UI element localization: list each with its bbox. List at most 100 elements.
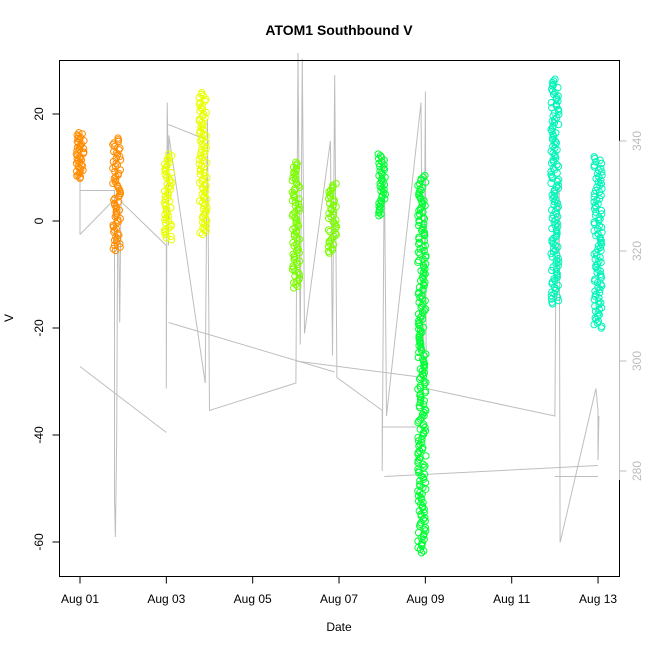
data-point (111, 142, 119, 151)
data-point (547, 99, 555, 107)
data-point (593, 169, 602, 178)
cluster-1-1 (195, 88, 211, 239)
data-point (591, 275, 599, 283)
plot-frame (59, 60, 620, 577)
data-point (421, 517, 429, 525)
data-point (329, 201, 337, 209)
data-point (419, 460, 427, 468)
data-point (332, 179, 340, 188)
data-point (414, 492, 423, 500)
data-point (421, 171, 429, 180)
y2-tick-label: 300 (630, 351, 644, 371)
data-point (553, 182, 561, 191)
y2-tick-label: 280 (630, 461, 644, 481)
data-point (288, 265, 297, 274)
data-point (199, 125, 207, 134)
cluster-2-1 (324, 179, 341, 257)
data-point (416, 330, 424, 338)
data-point (109, 141, 117, 149)
data-point (590, 295, 598, 304)
secondary-series-link (168, 322, 335, 373)
data-point (596, 181, 604, 190)
data-point (553, 177, 562, 186)
data-point (590, 193, 598, 201)
y-tick-label: 20 (32, 107, 46, 121)
secondary-series (79, 52, 600, 543)
data-point (420, 508, 428, 517)
data-point (421, 462, 429, 470)
y2-tick-label: 340 (630, 131, 644, 151)
data-point (112, 238, 121, 246)
data-point (293, 160, 301, 168)
x-tick-label: Aug 03 (147, 592, 185, 606)
data-point (326, 227, 334, 236)
data-point (167, 236, 176, 244)
data-point (590, 153, 598, 161)
data-point (592, 158, 600, 166)
data-point (114, 169, 123, 178)
chart-title: ATOM1 Southbound V (265, 22, 413, 38)
data-point (590, 190, 599, 198)
data-point (201, 147, 209, 155)
data-point (418, 198, 426, 206)
data-point (162, 231, 170, 239)
x-axis-label: Date (326, 620, 352, 634)
data-point (78, 130, 86, 138)
data-point (377, 201, 385, 209)
data-point (597, 299, 605, 307)
data-point (421, 423, 429, 432)
cluster-2-0 (288, 158, 304, 292)
cluster-0-1 (109, 134, 125, 255)
x-tick-label: Aug 11 (493, 592, 530, 606)
data-point (592, 232, 600, 240)
data-point (203, 159, 211, 167)
data-point (196, 170, 205, 179)
data-point (414, 487, 422, 495)
y-axis: 20 0 -20 -40 -60 (32, 107, 60, 551)
data-point (421, 265, 429, 273)
data-point (374, 150, 382, 158)
data-point (420, 215, 429, 223)
data-point (76, 173, 85, 181)
scatter-points (72, 75, 606, 557)
data-point (324, 242, 333, 251)
x-tick-label: Aug 07 (320, 592, 358, 606)
data-point (325, 191, 334, 199)
data-point (202, 182, 210, 190)
data-point (329, 211, 338, 219)
data-point (289, 210, 297, 218)
data-point (550, 80, 558, 89)
data-point (554, 162, 563, 171)
x-tick-label: Aug 09 (406, 592, 444, 606)
data-point (415, 467, 423, 475)
data-point (290, 190, 298, 198)
data-point (73, 155, 82, 163)
x-tick-label: Aug 13 (579, 592, 617, 606)
secondary-series-link (384, 465, 599, 477)
data-point (416, 440, 424, 448)
data-point (114, 134, 122, 142)
data-point (552, 209, 561, 218)
data-point (324, 226, 333, 234)
data-point (164, 184, 172, 192)
data-point (167, 232, 175, 241)
data-point (417, 203, 425, 211)
y-tick-label: -40 (32, 426, 46, 444)
y-tick-label: -60 (32, 533, 46, 551)
data-point (200, 202, 208, 210)
data-point (547, 159, 556, 167)
data-point (198, 88, 206, 97)
y2-tick-label: 320 (630, 241, 644, 261)
data-point (201, 97, 209, 105)
data-point (595, 257, 603, 265)
data-point (415, 238, 424, 247)
data-point (200, 172, 209, 180)
data-point (418, 413, 426, 422)
data-point (554, 258, 563, 266)
data-point (554, 296, 563, 305)
data-point (199, 92, 208, 100)
data-point (421, 241, 429, 250)
data-point (75, 142, 84, 151)
data-point (292, 158, 300, 166)
